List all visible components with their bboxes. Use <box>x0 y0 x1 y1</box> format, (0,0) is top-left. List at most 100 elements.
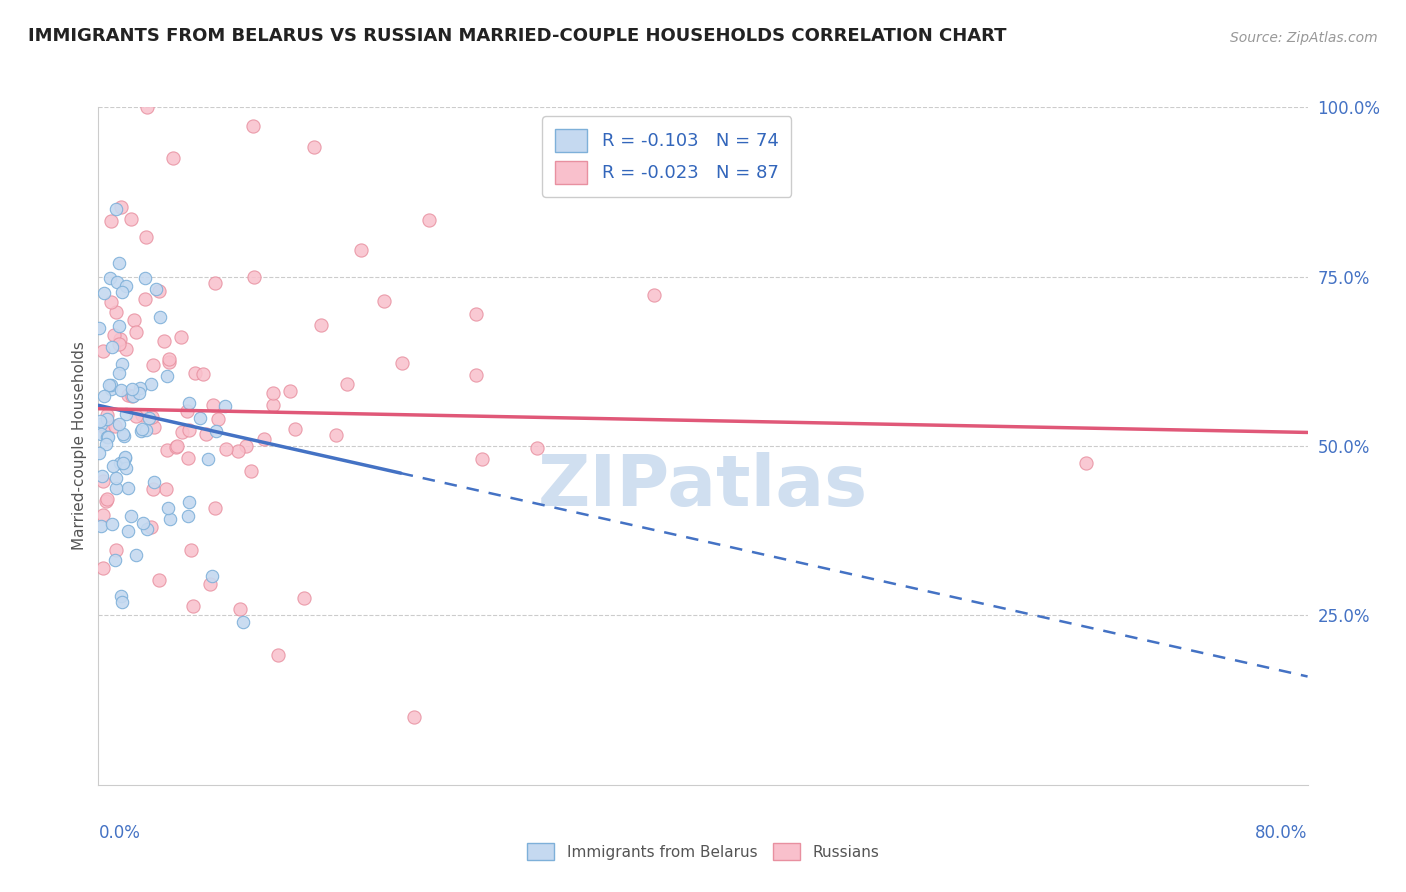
Point <box>138 411 160 425</box>
Point <box>149 310 172 324</box>
Point <box>267 648 290 662</box>
Point <box>90 417 112 431</box>
Point <box>391 356 413 370</box>
Point <box>170 330 193 344</box>
Point <box>465 307 488 321</box>
Point <box>111 595 134 609</box>
Point <box>188 411 211 425</box>
Point <box>350 243 373 257</box>
Point <box>177 494 200 508</box>
Point <box>115 278 138 293</box>
Point <box>105 275 128 289</box>
Point <box>131 424 153 438</box>
Point <box>91 344 114 359</box>
Point <box>162 151 184 165</box>
Point <box>204 500 226 515</box>
Point <box>226 444 249 458</box>
Point <box>201 398 224 412</box>
Point <box>325 428 347 442</box>
Point <box>111 456 134 470</box>
Point <box>96 408 118 422</box>
Point <box>198 577 221 591</box>
Point <box>166 439 188 453</box>
Point <box>157 355 180 369</box>
Legend: R = -0.103   N = 74, R = -0.023   N = 87: R = -0.103 N = 74, R = -0.023 N = 87 <box>543 116 792 197</box>
Point <box>94 493 117 508</box>
Point <box>93 389 115 403</box>
Point <box>134 292 156 306</box>
Y-axis label: Married-couple Households: Married-couple Households <box>72 342 87 550</box>
Point <box>89 321 111 335</box>
Point <box>110 589 132 603</box>
Point <box>125 409 148 423</box>
Text: IMMIGRANTS FROM BELARUS VS RUSSIAN MARRIED-COUPLE HOUSEHOLDS CORRELATION CHART: IMMIGRANTS FROM BELARUS VS RUSSIAN MARRI… <box>28 27 1007 45</box>
Point <box>110 384 132 398</box>
Text: 0.0%: 0.0% <box>98 824 141 842</box>
Point <box>125 325 148 339</box>
Point <box>235 439 257 453</box>
Point <box>180 542 202 557</box>
Point <box>104 543 127 558</box>
Point <box>110 456 132 470</box>
Point <box>136 100 159 114</box>
Point <box>172 425 194 439</box>
Point <box>157 352 180 367</box>
Point <box>195 426 218 441</box>
Point <box>100 382 122 396</box>
Point <box>240 464 263 478</box>
Point <box>120 211 142 226</box>
Point <box>131 408 153 422</box>
Point <box>464 368 486 382</box>
Point <box>262 398 284 412</box>
Point <box>176 404 198 418</box>
Point <box>142 358 165 372</box>
Point <box>128 386 150 401</box>
Text: ZIPatlas: ZIPatlas <box>538 452 868 521</box>
Point <box>121 389 143 403</box>
Point <box>117 524 139 539</box>
Point <box>96 429 118 443</box>
Point <box>89 414 111 428</box>
Point <box>114 450 136 464</box>
Text: 80.0%: 80.0% <box>1256 824 1308 842</box>
Point <box>100 294 122 309</box>
Point <box>131 422 153 436</box>
Point <box>135 230 157 244</box>
Point <box>117 388 139 402</box>
Point <box>104 471 127 485</box>
Point <box>156 442 179 457</box>
Point <box>90 427 112 442</box>
Point <box>105 481 128 495</box>
Point <box>111 285 134 300</box>
Point <box>229 602 252 616</box>
Point <box>177 508 200 523</box>
Point <box>156 368 179 383</box>
Point <box>201 569 224 583</box>
Point <box>108 366 131 380</box>
Point <box>89 446 111 460</box>
Point <box>243 270 266 285</box>
Point <box>111 357 134 371</box>
Point <box>373 293 395 308</box>
Point <box>121 382 143 396</box>
Point <box>284 422 307 436</box>
Point <box>125 548 148 562</box>
Point <box>197 452 219 467</box>
Point <box>179 396 201 410</box>
Legend: Immigrants from Belarus, Russians: Immigrants from Belarus, Russians <box>520 837 886 866</box>
Point <box>215 442 238 456</box>
Point <box>309 318 332 333</box>
Point <box>104 418 127 433</box>
Point <box>142 475 165 489</box>
Point <box>101 516 124 531</box>
Point <box>148 573 170 587</box>
Point <box>181 599 204 613</box>
Point <box>471 452 494 467</box>
Point <box>110 200 132 214</box>
Point <box>145 282 167 296</box>
Point <box>104 553 127 567</box>
Point <box>98 271 121 285</box>
Point <box>205 424 228 438</box>
Point <box>142 482 165 496</box>
Point <box>107 417 129 431</box>
